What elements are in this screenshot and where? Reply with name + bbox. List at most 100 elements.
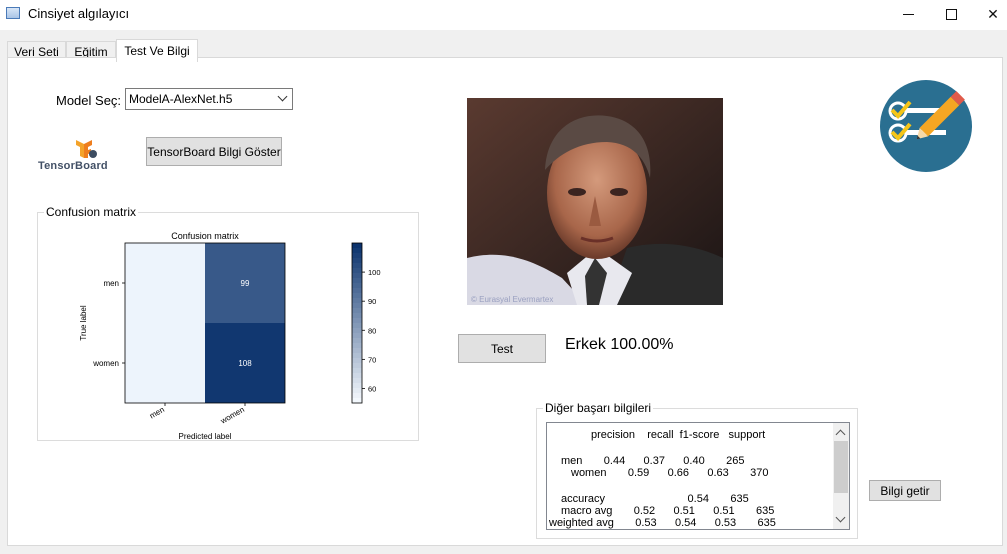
heatmap-cell [205, 323, 285, 403]
colorbar-segment [352, 323, 362, 329]
report-scrollbar[interactable] [833, 423, 849, 529]
tab-label: Test Ve Bilgi [124, 44, 190, 58]
colorbar-tick-label: 80 [368, 326, 376, 335]
maximize-button[interactable] [928, 0, 974, 28]
colorbar-tick-label: 60 [368, 384, 376, 393]
colorbar-segment [352, 308, 362, 314]
tab-veri-seti[interactable]: Veri Seti [7, 41, 66, 61]
tab-label: Veri Seti [14, 44, 59, 59]
colorbar-segment [352, 258, 362, 264]
window-icon [6, 7, 20, 19]
colorbar-segment [352, 378, 362, 384]
colorbar-segment [352, 283, 362, 289]
y-axis-label: True label [79, 305, 88, 341]
report-line-accuracy: accuracy 0.54 635 [561, 493, 749, 505]
client-area: Veri Seti Eğitim Test Ve Bilgi Model Seç… [0, 30, 1007, 554]
test-button-label: Test [490, 341, 513, 356]
test-button[interactable]: Test [458, 334, 546, 363]
heatmap-cell [125, 243, 205, 323]
confusion-matrix-group-title: Confusion matrix [44, 205, 139, 219]
tab-egitim[interactable]: Eğitim [66, 41, 116, 61]
tensorboard-info-button[interactable]: TensorBoard Bilgi Göster [146, 137, 282, 166]
close-button[interactable]: ✕ [970, 0, 1007, 28]
report-line-men: men 0.44 0.37 0.40 265 [561, 455, 745, 467]
heatmap-cell [205, 243, 285, 323]
tab-label: Eğitim [74, 44, 108, 59]
model-select-label: Model Seç: [56, 93, 122, 108]
other-metrics-group: Diğer başarı bilgileri [536, 401, 858, 539]
colorbar-segment [352, 318, 362, 324]
minimize-icon [902, 13, 914, 15]
model-select-value: ModelA-AlexNet.h5 [129, 92, 233, 106]
colorbar-segment [352, 303, 362, 309]
title-bar: Cinsiyet algılayıcı ✕ [0, 0, 1007, 30]
chevron-down-icon [277, 91, 288, 102]
y-tick-label: men [103, 279, 119, 288]
close-icon: ✕ [987, 5, 999, 22]
tensorboard-logo-text: TensorBoard [38, 160, 108, 172]
prediction-result: Erkek 100.00% [565, 336, 674, 353]
cell-value-label: 108 [238, 359, 252, 368]
report-line-women: women 0.59 0.66 0.63 370 [571, 467, 769, 479]
colorbar-segment [352, 293, 362, 299]
colorbar-segment [352, 328, 362, 334]
window-title: Cinsiyet algılayıcı [28, 6, 130, 21]
cell-value-label: 99 [241, 279, 250, 288]
confusion-matrix-chart: Confusion matrix 99 108 men women men women Pre… [79, 231, 381, 441]
colorbar-segment [352, 313, 362, 319]
tensorboard-logo: TensorBoard [38, 138, 128, 174]
report-line-header: precision recall f1-score support [591, 429, 766, 441]
y-tick-label: women [92, 359, 119, 368]
report-line-macro-avg: macro avg 0.52 0.51 0.51 635 [561, 505, 775, 517]
get-info-button[interactable]: Bilgi getir [869, 480, 941, 501]
x-tick-label: women [218, 405, 246, 426]
colorbar-segment [352, 373, 362, 379]
tensorflow-logo-icon [76, 140, 97, 158]
colorbar-segment [352, 343, 362, 349]
colorbar-tick-label: 70 [368, 355, 376, 364]
scroll-up-icon[interactable] [835, 429, 846, 440]
tab-test-ve-bilgi[interactable]: Test Ve Bilgi [116, 39, 198, 62]
colorbar-frame [351, 242, 363, 404]
colorbar-segment [352, 278, 362, 284]
confusion-matrix-group: Confusion matrix Confusion matrix 99 108 me… [37, 205, 419, 441]
colorbar-segment [352, 358, 362, 364]
colorbar-segment [352, 368, 362, 374]
plot-frame [124, 242, 286, 404]
x-axis-label: Predicted label [179, 432, 232, 440]
get-info-button-label: Bilgi getir [880, 483, 930, 498]
face-photo-image: © Eurasyal Evermartex [467, 98, 723, 305]
colorbar-tick-label: 90 [368, 297, 376, 306]
model-select-combobox[interactable]: ModelA-AlexNet.h5 [125, 88, 293, 110]
colorbar-segment [352, 243, 362, 249]
colorbar-segment [352, 338, 362, 344]
colorbar-segment [352, 398, 362, 404]
colorbar-segment [352, 333, 362, 339]
classification-report-textbox[interactable]: precision recall f1-score support men 0.… [546, 422, 850, 530]
colorbar-segment [352, 348, 362, 354]
heatmap-cell [125, 323, 205, 403]
colorbar-segment [352, 353, 362, 359]
x-tick-label: men [148, 405, 166, 421]
colorbar-segment [352, 288, 362, 294]
scroll-thumb[interactable] [834, 441, 848, 493]
chart-title: Confusion matrix [171, 231, 239, 241]
tensorboard-info-button-label: TensorBoard Bilgi Göster [147, 144, 281, 159]
colorbar-segment [352, 253, 362, 259]
maximize-icon [945, 8, 957, 20]
report-line-weighted-avg: weighted avg 0.53 0.54 0.53 635 [549, 517, 776, 529]
colorbar-segment [352, 248, 362, 254]
colorbar-segment [352, 273, 362, 279]
scroll-down-icon[interactable] [835, 512, 846, 523]
colorbar-tick-label: 100 [368, 268, 381, 277]
colorbar-segment [352, 268, 362, 274]
colorbar-segment [352, 393, 362, 399]
colorbar-segment [352, 298, 362, 304]
colorbar-segment [352, 363, 362, 369]
colorbar-segment [352, 263, 362, 269]
colorbar-segment [352, 388, 362, 394]
face-photo: © Eurasyal Evermartex [467, 98, 723, 305]
minimize-button[interactable] [885, 0, 931, 28]
photo-watermark: © Eurasyal Evermartex [471, 295, 553, 304]
other-metrics-group-title: Diğer başarı bilgileri [543, 401, 654, 415]
